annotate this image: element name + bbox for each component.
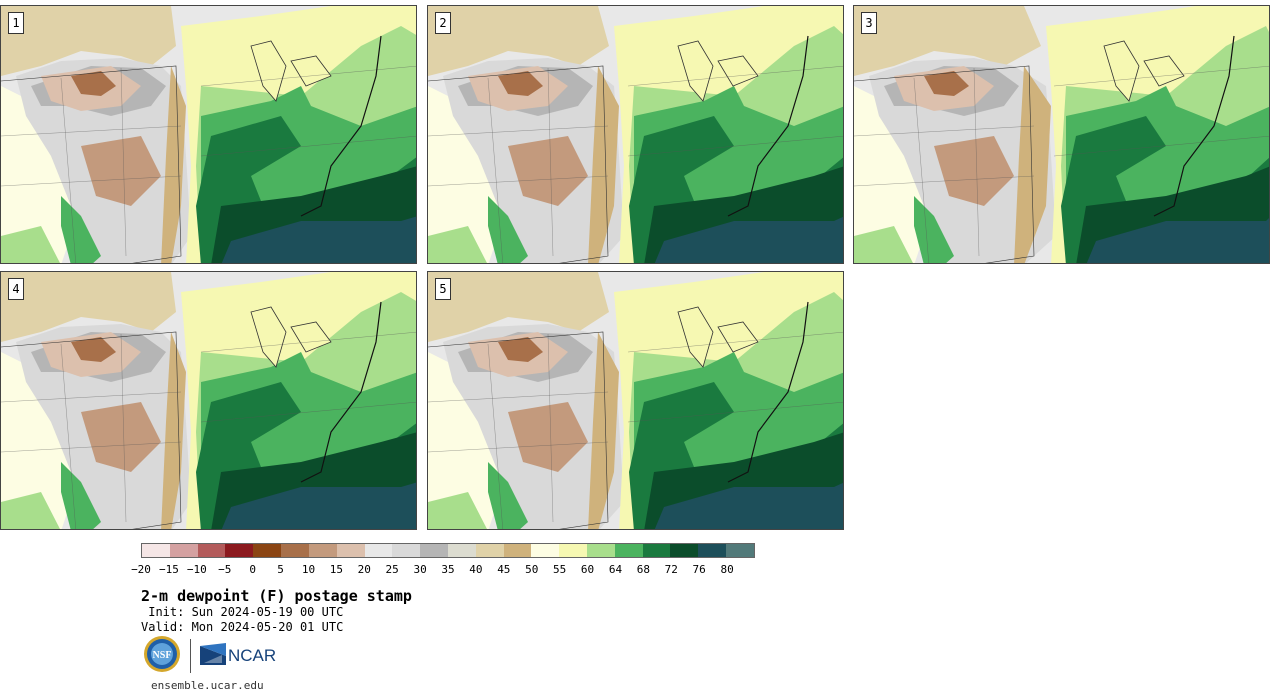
colorbar-tick-label: 50 [525, 563, 539, 576]
colorbar-swatch [197, 544, 226, 557]
colorbar-tick-label: −10 [186, 563, 207, 576]
sponsor-logos: NSF NCAR [143, 635, 277, 677]
dewpoint-map-icon [428, 272, 843, 529]
colorbar-tick-label: 10 [301, 563, 316, 576]
colorbar-swatch [614, 544, 643, 557]
colorbar-swatch [308, 544, 337, 557]
colorbar-tick-label: −15 [158, 563, 179, 576]
panel-number-label: 3 [861, 12, 877, 34]
colorbar-swatch [503, 544, 532, 557]
colorbar-swatch [142, 544, 170, 557]
colorbar-tick-label: 64 [608, 563, 623, 576]
panel-number-label: 4 [8, 278, 24, 300]
member-panel-4: 4 [0, 271, 417, 530]
colorbar-swatch [531, 544, 560, 557]
colorbar-tick-label: 60 [580, 563, 595, 576]
colorbar-swatch [642, 544, 671, 557]
colorbar-swatch [392, 544, 421, 557]
colorbar-tick-label: 45 [497, 563, 511, 576]
colorbar-swatch [364, 544, 393, 557]
colorbar-tick-label: 55 [553, 563, 567, 576]
colorbar-tick-label: −20 [131, 563, 151, 576]
colorbar-swatch [475, 544, 504, 557]
colorbar-tick-label: 20 [357, 563, 371, 576]
colorbar-tick-label: 68 [636, 563, 650, 576]
colorbar-swatch [559, 544, 587, 557]
colorbar-swatch [225, 544, 254, 557]
colorbar-tick-label: 25 [385, 563, 399, 576]
member-panel-1: 1 [0, 5, 417, 264]
colorbar-swatch [726, 544, 754, 557]
member-panel-3: 3 [853, 5, 1270, 264]
colorbar-swatch [169, 544, 198, 557]
init-time: Init: Sun 2024-05-19 00 UTC [141, 605, 344, 619]
colorbar-tick-label: 40 [469, 563, 483, 576]
panel-number-label: 5 [435, 278, 451, 300]
chart-title: 2-m dewpoint (F) postage stamp [141, 587, 412, 605]
colorbar-tick-label: 72 [664, 563, 678, 576]
nsf-logo-icon: NSF [143, 635, 181, 677]
colorbar-swatch [670, 544, 699, 557]
colorbar-swatch [253, 544, 282, 557]
panel-number-label: 2 [435, 12, 451, 34]
colorbar-tick-label: 15 [329, 563, 343, 576]
colorbar-swatch [420, 544, 448, 557]
colorbar-tick-label: 0 [249, 563, 256, 576]
colorbar-swatch [281, 544, 309, 557]
panel-number-label: 1 [8, 12, 24, 34]
logo-divider [190, 639, 191, 673]
colorbar-swatch [447, 544, 476, 557]
colorbar-tick-label: 5 [277, 563, 284, 576]
dewpoint-map-icon [854, 6, 1269, 263]
ncar-logo-text: NCAR [228, 646, 277, 665]
colorbar-tick-label: 80 [720, 563, 734, 576]
colorbar [141, 543, 755, 558]
site-url: ensemble.ucar.edu [151, 679, 264, 692]
colorbar-tick-labels: −20 −15 −10 −5 0 5 10 15 20 25 30 35 40 45 50 55 60 64 68 7… [131, 563, 755, 577]
member-panel-2: 2 [427, 5, 844, 264]
colorbar-swatch [587, 544, 615, 557]
dewpoint-map-icon [1, 272, 416, 529]
colorbar-tick-label: 76 [692, 563, 706, 576]
valid-time: Valid: Mon 2024-05-20 01 UTC [141, 620, 344, 634]
colorbar-tick-label: −5 [218, 563, 232, 576]
ncar-logo-icon [200, 643, 226, 669]
member-panel-5: 5 [427, 271, 844, 530]
dewpoint-map-icon [428, 6, 843, 263]
nsf-logo-text: NSF [153, 650, 172, 661]
colorbar-swatch [336, 544, 365, 557]
colorbar-swatch [698, 544, 727, 557]
dewpoint-map-icon [1, 6, 416, 263]
colorbar-tick-label: 35 [441, 563, 455, 576]
colorbar-tick-label: 30 [413, 563, 427, 576]
